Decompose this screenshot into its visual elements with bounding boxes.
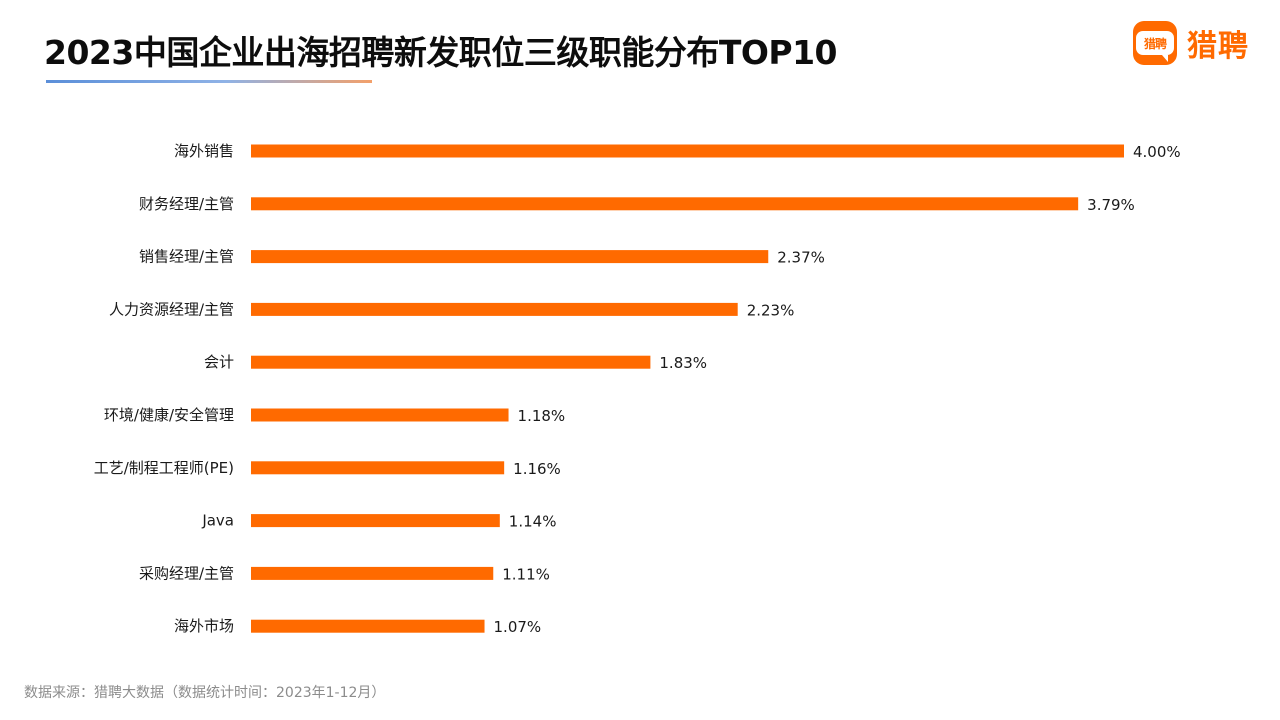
value-label: 1.14%	[509, 513, 557, 531]
bar	[251, 514, 500, 528]
category-label: Java	[201, 512, 234, 530]
category-label: 财务经理/主管	[139, 195, 234, 213]
bar	[251, 355, 651, 369]
source-note: 数据来源：猎聘大数据（数据统计时间：2023年1-12月）	[24, 685, 386, 701]
logo-text: 猎聘	[1187, 29, 1249, 64]
value-label: 1.11%	[502, 565, 550, 583]
bar	[251, 197, 1079, 211]
category-label: 采购经理/主管	[139, 564, 234, 582]
bar	[251, 461, 505, 475]
value-label: 4.00%	[1133, 143, 1181, 161]
bar	[251, 408, 509, 422]
value-label: 1.07%	[494, 618, 542, 636]
category-label: 工艺/制程工程师(PE)	[94, 459, 234, 477]
value-label: 1.16%	[513, 460, 561, 478]
value-label: 2.23%	[747, 301, 795, 319]
value-label: 1.18%	[518, 407, 566, 425]
value-label: 3.79%	[1087, 196, 1135, 214]
bar	[251, 144, 1124, 158]
brand-logo: 猎聘 猎聘	[1133, 21, 1249, 65]
category-label: 销售经理/主管	[139, 248, 234, 266]
bar	[251, 302, 738, 316]
page-title: 2023中国企业出海招聘新发职位三级职能分布TOP10	[44, 33, 838, 72]
value-label: 2.37%	[777, 249, 825, 267]
logo-badge-icon: 猎聘	[1133, 21, 1177, 65]
category-label: 海外市场	[174, 617, 234, 635]
bar	[251, 250, 769, 264]
value-label: 1.83%	[659, 354, 707, 372]
category-label: 人力资源经理/主管	[109, 300, 234, 318]
category-label: 环境/健康/安全管理	[104, 406, 234, 424]
bar	[251, 619, 485, 633]
logo-badge-text: 猎聘	[1136, 31, 1174, 55]
bar	[251, 566, 494, 580]
title-underline	[46, 80, 372, 83]
category-label: 会计	[204, 353, 234, 371]
category-label: 海外销售	[174, 142, 234, 160]
